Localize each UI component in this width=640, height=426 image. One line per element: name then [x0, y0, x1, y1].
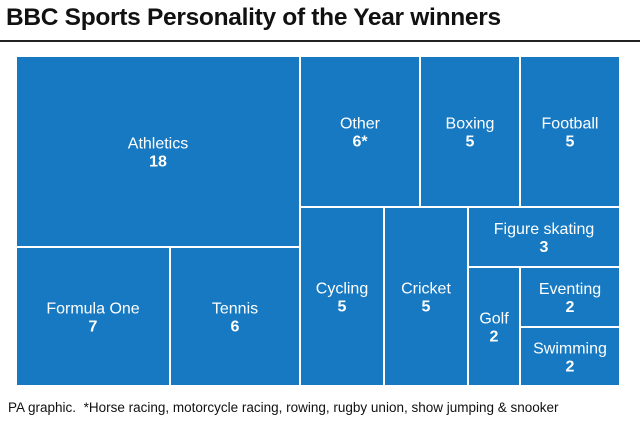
source-credit: PA graphic. [8, 400, 77, 415]
tile-rect-boxing [419, 55, 521, 208]
tile-rect-athletics [15, 55, 301, 248]
tile-label-swimming: Swimming [533, 341, 607, 358]
tile-rect-cricket [383, 206, 469, 387]
tile-value-cycling: 5 [338, 299, 347, 316]
tile-value-boxing: 5 [466, 134, 475, 151]
tile-value-figure-skating: 3 [540, 239, 549, 256]
tile-label-cricket: Cricket [401, 281, 451, 298]
tile-value-eventing: 2 [566, 299, 575, 316]
tile-rect-swimming [519, 326, 621, 387]
tile-value-formula-one: 7 [89, 319, 98, 336]
tile-label-eventing: Eventing [539, 281, 601, 298]
chart-title: BBC Sports Personality of the Year winne… [6, 4, 501, 31]
tile-value-other: 6* [352, 134, 368, 151]
tile-value-tennis: 6 [231, 319, 240, 336]
tile-label-golf: Golf [479, 311, 509, 328]
footnote: PA graphic. *Horse racing, motorcycle ra… [8, 400, 559, 415]
tile-label-athletics: Athletics [128, 136, 188, 153]
tile-value-football: 5 [566, 134, 575, 151]
tile-label-tennis: Tennis [212, 301, 258, 318]
tile-label-other: Other [340, 116, 381, 133]
tile-value-athletics: 18 [149, 154, 167, 171]
tile-rect-football [519, 55, 621, 208]
tile-rect-cycling [299, 206, 385, 387]
title-divider [0, 40, 640, 42]
tile-label-figure-skating: Figure skating [494, 221, 595, 238]
tile-value-cricket: 5 [422, 299, 431, 316]
tile-value-swimming: 2 [566, 359, 575, 376]
tile-rect-other [299, 55, 421, 208]
tile-rect-tennis [169, 246, 301, 387]
tile-rect-eventing [519, 266, 621, 328]
tile-label-formula-one: Formula One [46, 301, 139, 318]
tile-rect-figure-skating [467, 206, 621, 268]
tile-label-boxing: Boxing [446, 116, 495, 133]
tile-value-golf: 2 [490, 329, 499, 346]
footnote-note: *Horse racing, motorcycle racing, rowing… [83, 400, 559, 415]
tile-label-football: Football [542, 116, 599, 133]
tile-label-cycling: Cycling [316, 281, 368, 298]
